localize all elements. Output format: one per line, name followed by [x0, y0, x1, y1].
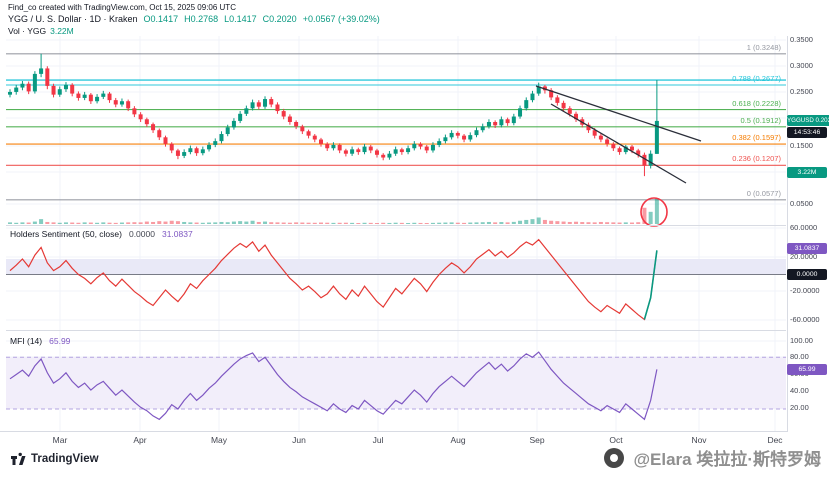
- mfi-title[interactable]: MFI (14): [10, 336, 43, 346]
- axis-label: 80.00: [790, 352, 809, 361]
- sentiment-current-value: 31.0837: [161, 229, 193, 239]
- time-axis-month: May: [210, 435, 228, 445]
- fib-level-label[interactable]: 0.382 (0.1597): [732, 133, 781, 143]
- fib-level-label[interactable]: 0.788 (0.2677): [732, 73, 781, 83]
- watermark: @Elara 埃拉拉·斯特罗姆: [604, 445, 821, 470]
- time-axis-month: Jul: [372, 435, 384, 445]
- tradingview-logo[interactable]: TradingView: [10, 451, 99, 467]
- time-axis-separator: [0, 431, 788, 432]
- axis-label: 0.3000: [790, 61, 813, 70]
- credit-line: Find_co created with TradingView.com, Oc…: [8, 3, 236, 12]
- ohlc-close: C0.2020: [262, 14, 297, 24]
- axis-label: 100.00: [790, 336, 813, 345]
- time-axis-month: Aug: [450, 435, 466, 445]
- fib-level-label[interactable]: 0.236 (0.1207): [732, 154, 781, 164]
- sentiment-zero-value: 0.0000: [128, 229, 155, 239]
- tradingview-logo-text: TradingView: [31, 453, 99, 465]
- axis-label: -60.0000: [790, 315, 820, 324]
- countdown-badge: 14:53:46: [787, 127, 827, 138]
- volume-label[interactable]: Vol · YGG: [8, 26, 47, 36]
- watermark-text: @Elara 埃拉拉·斯特罗姆: [633, 450, 821, 469]
- change-value: +0.0567 (+39.02%): [302, 14, 380, 24]
- axis-label: -20.0000: [790, 286, 820, 295]
- fib-level-label[interactable]: 0.5 (0.1912): [740, 115, 781, 125]
- price-axis-separator: [787, 36, 788, 432]
- sentiment-value-badge: 31.0837: [787, 243, 827, 254]
- mfi-value-badge: 65.99: [787, 364, 827, 375]
- axis-label: 0.1500: [790, 141, 813, 150]
- time-axis-month: Nov: [691, 435, 707, 445]
- volume-row: Vol · YGG 3.22M: [8, 26, 74, 36]
- time-axis-month: Apr: [133, 435, 147, 445]
- axis-label: 60.0000: [790, 223, 818, 232]
- fib-level-label[interactable]: 0 (0.0577): [746, 188, 781, 198]
- symbol-info-row: YGG / U. S. Dollar · 1D · Kraken O0.1417…: [8, 14, 380, 24]
- axis-label: 0.2500: [790, 87, 813, 96]
- sentiment-zero-badge: 0.0000: [787, 269, 827, 280]
- fib-level-label[interactable]: 1 (0.3248): [746, 42, 781, 52]
- ohlc-high: H0.2768: [184, 14, 219, 24]
- ohlc-low: L0.1417: [224, 14, 257, 24]
- axis-label: 20.00: [790, 403, 809, 412]
- sentiment-title[interactable]: Holders Sentiment (50, close): [10, 229, 122, 239]
- axis-label: 20.0000: [790, 252, 818, 261]
- fib-level-label[interactable]: 0.618 (0.2228): [732, 98, 781, 108]
- tradingview-logo-icon: [11, 452, 26, 465]
- sentiment-pane-legend[interactable]: Holders Sentiment (50, close) 0.0000 31.…: [10, 229, 193, 239]
- axis-label: 40.00: [790, 386, 809, 395]
- time-axis-month: Sep: [529, 435, 545, 445]
- mfi-pane-legend[interactable]: MFI (14) 65.99: [10, 336, 70, 346]
- volume-value: 3.22M: [50, 26, 74, 36]
- time-axis-month: Oct: [609, 435, 623, 445]
- time-axis-month: Jun: [292, 435, 306, 445]
- volume-badge: 3.22M: [787, 167, 827, 178]
- axis-label: 0.3500: [790, 35, 813, 44]
- ohlc-open: O0.1417: [143, 14, 179, 24]
- axis-label: 0.0500: [790, 199, 813, 208]
- mfi-current-value: 65.99: [49, 336, 71, 346]
- watermark-avatar-icon: [604, 447, 625, 468]
- symbol-title[interactable]: YGG / U. S. Dollar · 1D · Kraken: [8, 14, 138, 24]
- current-price-badge: YGGUSD 0.2020: [787, 115, 829, 126]
- time-axis-month: Dec: [767, 435, 783, 445]
- time-axis-month: Mar: [52, 435, 68, 445]
